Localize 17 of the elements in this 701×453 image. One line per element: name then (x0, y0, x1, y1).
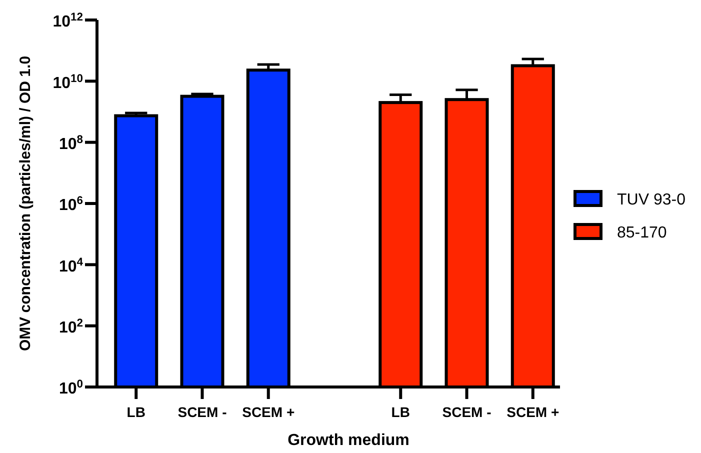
y-tick-label: 10$^{8}$ (58, 134, 83, 154)
y-axis-title: OMV concentration (particles/ml) / OD 1.0 (17, 56, 34, 352)
legend-label: 85-170 (617, 224, 667, 242)
x-tick-label: SCEM - (442, 404, 492, 420)
x-tick-label: SCEM + (506, 404, 560, 420)
x-tick-label: SCEM - (178, 404, 228, 420)
legend-label: TUV 93-0 (617, 191, 686, 208)
y-tick-label: 10$^{0}$ (58, 378, 83, 398)
x-tick-label: LB (126, 404, 146, 420)
y-tick-label: 10$^{2}$ (58, 318, 83, 337)
y-tick-label: 10$^{12}$ (52, 12, 83, 31)
y-tick-label: 10$^{10}$ (52, 72, 83, 92)
y-tick-label: 10$^{4}$ (58, 256, 84, 276)
x-axis-title: Growth medium (288, 432, 410, 449)
y-tick-label: 10$^{6}$ (58, 195, 83, 214)
x-tick-label: LB (391, 404, 410, 420)
x-tick-label: SCEM + (242, 404, 295, 420)
